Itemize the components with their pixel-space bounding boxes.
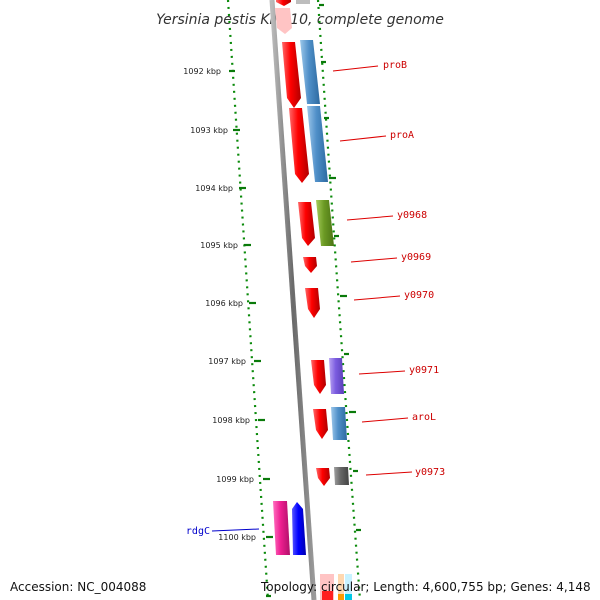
- gene-arrow-y0973: [316, 468, 330, 486]
- tick-label-1092: 1092 kbp: [183, 67, 221, 76]
- backbone-arc: [269, 0, 317, 600]
- tick-label-1095: 1095 kbp: [200, 241, 238, 250]
- gene-label-y0970: y0970: [404, 290, 434, 301]
- cog-block-proB: [300, 40, 320, 104]
- gene-label-y0968: y0968: [397, 210, 427, 221]
- ruler-ticks: [229, 69, 273, 598]
- gene-arrow-y0971: [311, 360, 326, 394]
- gene-block-partial-bottom-cyan: [345, 574, 352, 600]
- gene-label-y0969: y0969: [401, 252, 431, 263]
- tick-label-1094: 1094 kbp: [195, 184, 233, 193]
- gene-arrow-partial-top-pale: [275, 8, 292, 34]
- label-leader-lines: [332, 65, 413, 476]
- gene-block-partial-bottom-peach: [338, 574, 344, 600]
- inner-ruler-ticks: [319, 3, 361, 532]
- genome-summary-text: Topology: circular; Length: 4,600,755 bp…: [261, 580, 591, 594]
- gene-arrow-partial-top: [276, 0, 291, 6]
- gene-block-partial-bottom-teal: [345, 594, 352, 600]
- gene-label-y0973: y0973: [415, 467, 445, 478]
- cog-block-proA: [307, 106, 328, 182]
- gene-arrow-y0970: [305, 288, 320, 318]
- gene-arrow-proA: [289, 108, 309, 183]
- cog-block-y0968: [316, 200, 334, 246]
- accession-text: Accession: NC_004088: [10, 580, 147, 594]
- gene-label-rdgC: rdgC: [186, 526, 210, 537]
- tick-label-1098: 1098 kbp: [212, 416, 250, 425]
- gene-arrow-y0969: [303, 257, 317, 273]
- gene-label-aroL: aroL: [412, 412, 436, 423]
- gene-arrow-y0968: [298, 202, 315, 246]
- tick-label-1093: 1093 kbp: [190, 126, 228, 135]
- map-title: Yersinia pestis KIM 10, complete genome: [156, 12, 444, 28]
- outer-ruler-dots: [226, 0, 270, 600]
- gene-block-partial-bottom-red: [322, 591, 333, 600]
- gene-label-y0971: y0971: [409, 365, 439, 376]
- label-leader-rdgC: [211, 528, 260, 532]
- cog-block-y0971: [329, 358, 344, 394]
- cog-block-aroL: [331, 407, 347, 440]
- tick-label-1099: 1099 kbp: [216, 475, 254, 484]
- gene-block-partial-bottom-orange: [338, 594, 344, 600]
- gene-block-partial-top-gray: [296, 0, 310, 4]
- tick-label-1100: 1100 kbp: [218, 533, 256, 542]
- cog-block-y0973: [334, 467, 349, 485]
- tick-label-1097: 1097 kbp: [208, 357, 246, 366]
- gene-label-proA: proA: [390, 130, 414, 141]
- gene-arrow-rdgC: [292, 502, 306, 555]
- cog-block-rdgC: [273, 501, 290, 555]
- inner-ruler-dots: [316, 0, 362, 600]
- gene-arrow-aroL: [313, 409, 328, 439]
- gene-label-proB: proB: [383, 60, 407, 71]
- tick-label-1096: 1096 kbp: [205, 299, 243, 308]
- gene-arrow-proB: [282, 42, 301, 108]
